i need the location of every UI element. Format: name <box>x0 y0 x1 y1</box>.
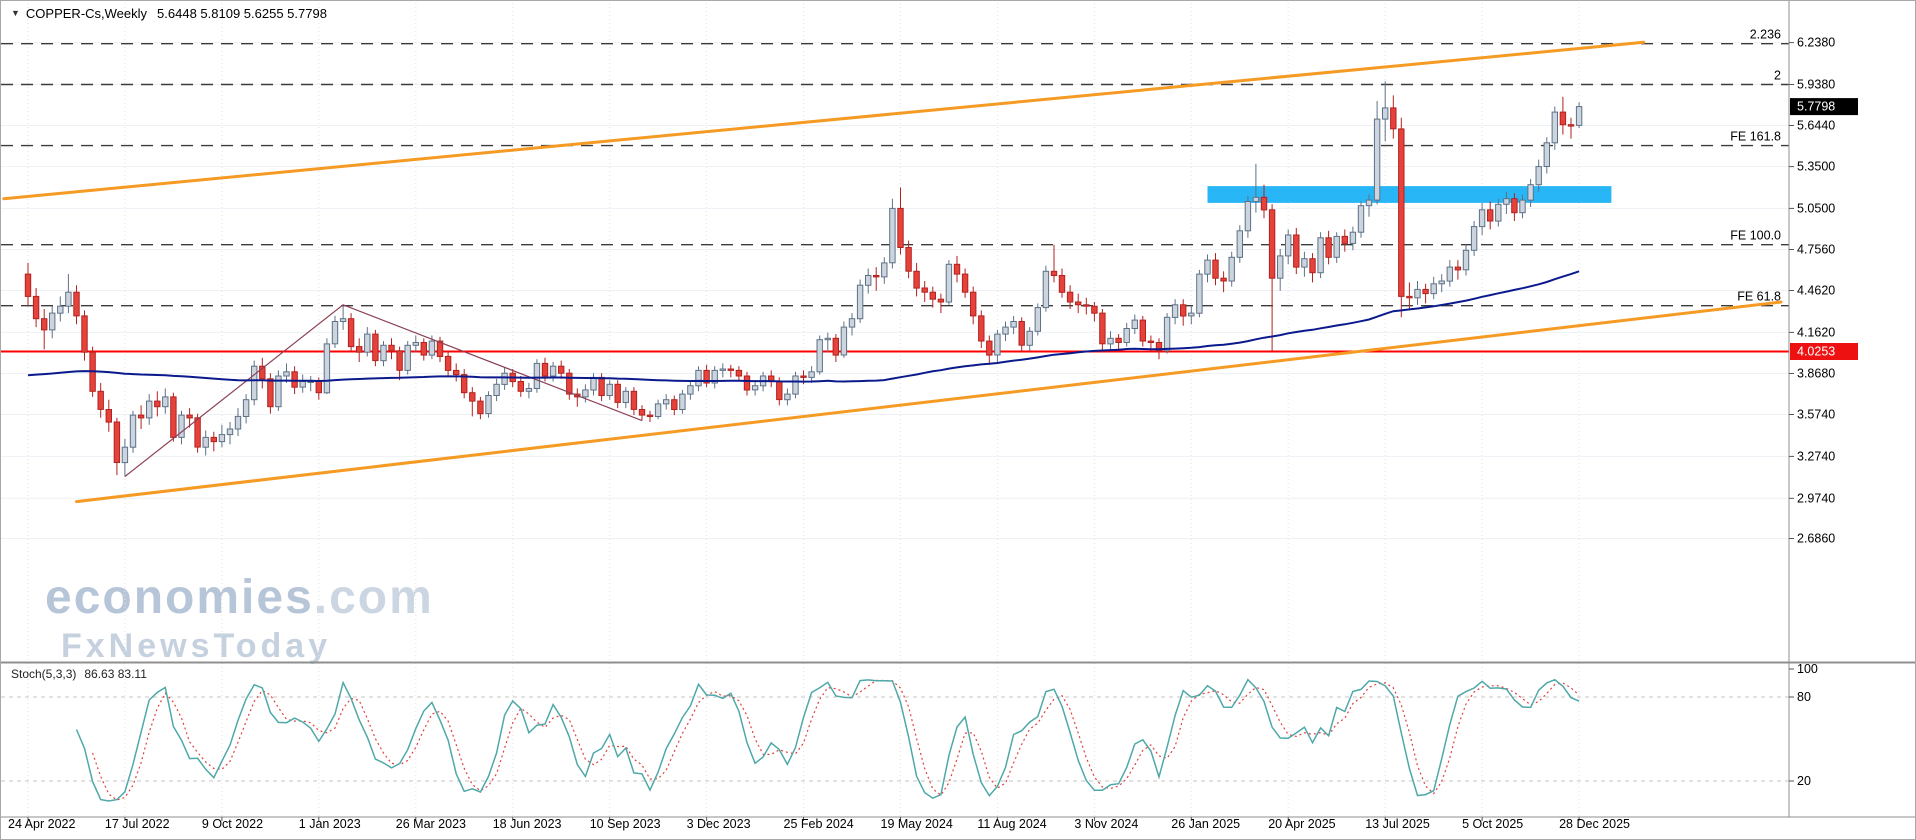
moving-average-line <box>27 270 1580 383</box>
stoch-signal-line <box>92 679 1580 801</box>
time-axis-label: 1 Jan 2023 <box>299 817 361 831</box>
price-tick-label: 6.2380 <box>1797 36 1835 50</box>
time-axis-label: 9 Oct 2022 <box>202 817 263 831</box>
stoch-main-line <box>75 678 1580 802</box>
price-tick-label: 3.5740 <box>1797 408 1835 422</box>
time-axis-label: 24 Apr 2022 <box>8 817 75 831</box>
fib-level-label: 2.236 <box>1750 28 1781 42</box>
candlestick-series <box>24 81 1583 477</box>
price-tick-label: 5.0500 <box>1797 201 1835 215</box>
stoch-axis[interactable]: 100 80 20 <box>1789 662 1818 788</box>
watermark-subbrand: FxNewsToday <box>61 627 332 666</box>
chart-title: ▼ COPPER-Cs,Weekly 5.6448 5.8109 5.6255 5.… <box>11 6 327 21</box>
price-tick-label: 3.2740 <box>1797 449 1835 463</box>
price-tick-label: 5.3500 <box>1797 160 1835 174</box>
svg-text:4.0253: 4.0253 <box>1797 345 1835 359</box>
stoch-plot-area[interactable] <box>1 663 1789 818</box>
stoch-tick-label: 100 <box>1797 662 1818 676</box>
watermark-tld: .com <box>313 571 434 624</box>
time-axis-label: 26 Jan 2025 <box>1171 817 1240 831</box>
price-tick-label: 2.9740 <box>1797 491 1835 505</box>
resistance-zone[interactable] <box>1207 186 1612 203</box>
time-axis[interactable]: 24 Apr 2022 17 Jul 2022 9 Oct 2022 1 Jan 20… <box>8 817 1630 831</box>
time-axis-label: 20 Apr 2025 <box>1268 817 1335 831</box>
trendline-lower-channel <box>75 300 1783 504</box>
stochastic-indicator-label: Stoch(5,3,3) 86.63 83.11 <box>11 667 147 681</box>
time-axis-label: 19 May 2024 <box>881 817 953 831</box>
price-tick-label: 3.8680 <box>1797 367 1835 381</box>
time-axis-label: 17 Jul 2022 <box>105 817 170 831</box>
svg-text:5.7798: 5.7798 <box>1797 100 1835 114</box>
support-price-tag: 4.0253 <box>1790 343 1858 360</box>
time-axis-label: 3 Dec 2023 <box>687 817 751 831</box>
fib-level-label: FE 100.0 <box>1730 229 1781 243</box>
trendline-upper-channel <box>2 40 1646 201</box>
time-axis-label: 3 Nov 2024 <box>1074 817 1138 831</box>
fib-level-label: FE 61.8 <box>1737 290 1781 304</box>
price-tick-label: 4.4620 <box>1797 284 1835 298</box>
time-axis-label: 28 Dec 2025 <box>1559 817 1630 831</box>
time-axis-label: 25 Feb 2024 <box>784 817 854 831</box>
time-axis-label: 18 Jun 2023 <box>493 817 562 831</box>
price-tick-label: 4.1620 <box>1797 325 1835 339</box>
fib-level-label: FE 161.8 <box>1730 130 1781 144</box>
chart-symbol-label: COPPER-Cs,Weekly <box>25 6 148 21</box>
time-axis-label: 5 Oct 2025 <box>1462 817 1523 831</box>
fib-level-label: 2 <box>1774 69 1781 83</box>
watermark-brand: economies.com <box>45 571 434 624</box>
stochastic-indicator-name: Stoch(5,3,3) <box>11 667 77 681</box>
time-axis-label: 11 Aug 2024 <box>977 817 1046 831</box>
chart-ohlc-readout: 5.6448 5.8109 5.6255 5.7798 <box>157 6 327 21</box>
trend-channel[interactable] <box>2 40 1783 504</box>
stoch-tick-label: 80 <box>1797 690 1811 704</box>
stochastic-indicator-values: 86.63 83.11 <box>84 667 147 681</box>
price-tick-label: 2.6860 <box>1797 532 1835 546</box>
zigzag-pattern-line[interactable] <box>124 304 643 477</box>
watermark: economies.com FxNewsToday <box>45 571 434 666</box>
time-axis-label: 10 Sep 2023 <box>590 817 661 831</box>
price-tick-label: 5.9380 <box>1797 78 1835 92</box>
fibonacci-levels[interactable]: 2.236 2 FE 161.8 FE 100.0 FE 61.8 <box>1 28 1789 307</box>
stoch-tick-label: 20 <box>1797 774 1811 788</box>
time-axis-label: 26 Mar 2023 <box>396 817 466 831</box>
current-price-tag: 5.7798 <box>1790 98 1858 116</box>
price-tick-label: 4.7560 <box>1797 243 1835 257</box>
time-axis-label: 13 Jul 2025 <box>1365 817 1430 831</box>
chart-dropdown-icon[interactable]: ▼ <box>11 8 20 18</box>
price-tick-label: 5.6440 <box>1797 119 1835 133</box>
price-axis[interactable]: 6.2380 5.9380 5.6440 5.3500 5.0500 4.7560 4.46… <box>1789 36 1835 546</box>
